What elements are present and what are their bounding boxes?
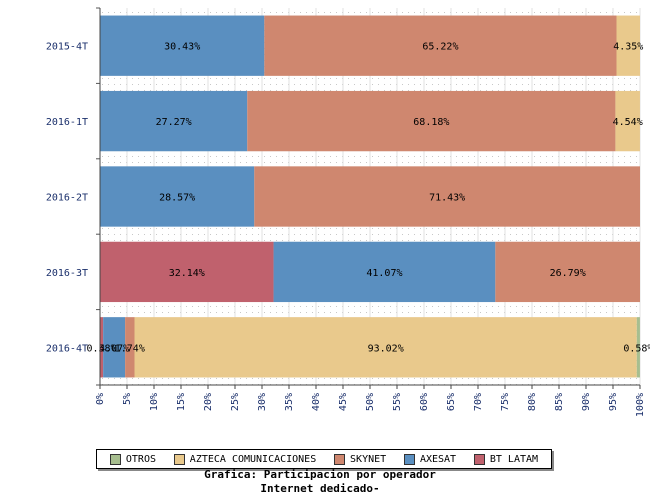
bar-segment: [134, 317, 637, 378]
legend-label: AXESAT: [419, 453, 457, 465]
x-tick-label: 90%: [581, 393, 592, 411]
segment-label: 0.58%: [87, 343, 117, 354]
x-tick-label: 35%: [284, 393, 295, 411]
x-tick-label: 50%: [365, 393, 376, 411]
bar-segment: [125, 317, 135, 378]
bar-segment: [273, 241, 496, 303]
segment-label: 28.57%: [159, 193, 195, 204]
segment-label: 1.74%: [115, 343, 145, 354]
bar-segment: [100, 90, 248, 152]
legend-item: OTROS: [109, 453, 156, 465]
category-label: 2016-1T: [46, 117, 88, 128]
segment-label: 71.43%: [429, 193, 465, 204]
x-tick-label: 75%: [500, 393, 511, 411]
x-tick-label: 55%: [392, 393, 403, 411]
x-tick-label: 80%: [527, 393, 538, 411]
x-tick-label: 5%: [122, 393, 133, 405]
segment-label: 26.79%: [550, 268, 586, 279]
bars-layer: [100, 15, 640, 378]
segment-label: 4.07%: [99, 343, 129, 354]
x-tick-label: 15%: [176, 393, 187, 411]
legend-label: BT LATAM: [489, 453, 539, 465]
legend-item: AZTECA COMUNICACIONES: [173, 453, 317, 465]
segment-label: 65.22%: [422, 42, 458, 53]
category-label: 2015-4T: [46, 42, 88, 53]
legend-swatch: [173, 453, 185, 465]
legend-label: AZTECA COMUNICACIONES: [189, 453, 317, 465]
x-tick-label: 60%: [419, 393, 430, 411]
bar-segment: [100, 241, 274, 303]
segment-labels-layer: 30.43% 65.22% 4.35% 27.27% 68.18% 4.54% 28.57%…: [87, 42, 650, 355]
bar-segment: [264, 15, 617, 76]
legend-item: AXESAT: [403, 453, 457, 465]
segment-label: 27.27%: [156, 117, 192, 128]
chart-subtitle: Internet dedicado-: [260, 482, 380, 495]
bar-segment: [100, 317, 104, 378]
legend-swatch: [403, 453, 415, 465]
segment-label: 93.02%: [368, 343, 404, 354]
segment-label: 4.54%: [613, 117, 643, 128]
legend-item: BT LATAM: [473, 453, 539, 465]
x-tick-label: 70%: [473, 393, 484, 411]
segment-label: 32.14%: [169, 268, 205, 279]
segment-label: 0.58%: [623, 343, 650, 354]
x-tick-label: 0%: [95, 393, 106, 405]
legend-label: OTROS: [125, 453, 156, 465]
segment-label: 68.18%: [413, 117, 449, 128]
x-tick-label: 25%: [230, 393, 241, 411]
legend-swatch: [109, 453, 121, 465]
x-tick-label: 95%: [608, 393, 619, 411]
legend-swatch: [334, 453, 346, 465]
x-tick-label: 10%: [149, 393, 160, 411]
segment-label: 4.35%: [613, 42, 643, 53]
bar-segment: [103, 317, 126, 378]
bar-segment: [100, 166, 255, 227]
bar-segment: [616, 15, 640, 76]
bar-segment: [254, 166, 640, 227]
bar-segment: [495, 241, 640, 303]
x-tick-label: 45%: [338, 393, 349, 411]
legend-label: SKYNET: [350, 453, 387, 465]
x-tick-label: 85%: [554, 393, 565, 411]
legend-item: SKYNET: [334, 453, 387, 465]
category-label: 2016-3T: [46, 268, 88, 279]
x-tick-label: 30%: [257, 393, 268, 411]
segment-label: 41.07%: [366, 268, 402, 279]
bar-segment: [636, 317, 640, 378]
category-label: 2016-2T: [46, 193, 88, 204]
legend-swatch: [473, 453, 485, 465]
x-tick-label: 100%: [635, 393, 646, 417]
bar-segment: [247, 90, 616, 152]
x-tick-label: 65%: [446, 393, 457, 411]
bar-segment: [100, 15, 265, 76]
category-label: 2016-4T: [46, 343, 88, 354]
axes-layer: 2015-4T 2016-1T 2016-2T 2016-3T 2016-4T 0% 5% 1…: [46, 7, 646, 417]
bar-segment: [615, 90, 640, 152]
segment-label: 30.43%: [164, 42, 200, 53]
x-tick-label: 40%: [311, 393, 322, 411]
legend: OTROS AZTECA COMUNICACIONES SKYNET AXESAT BT…: [96, 449, 552, 469]
x-tick-label: 20%: [203, 393, 214, 411]
chart-title: Grafica: Participacion por operador: [204, 468, 436, 481]
